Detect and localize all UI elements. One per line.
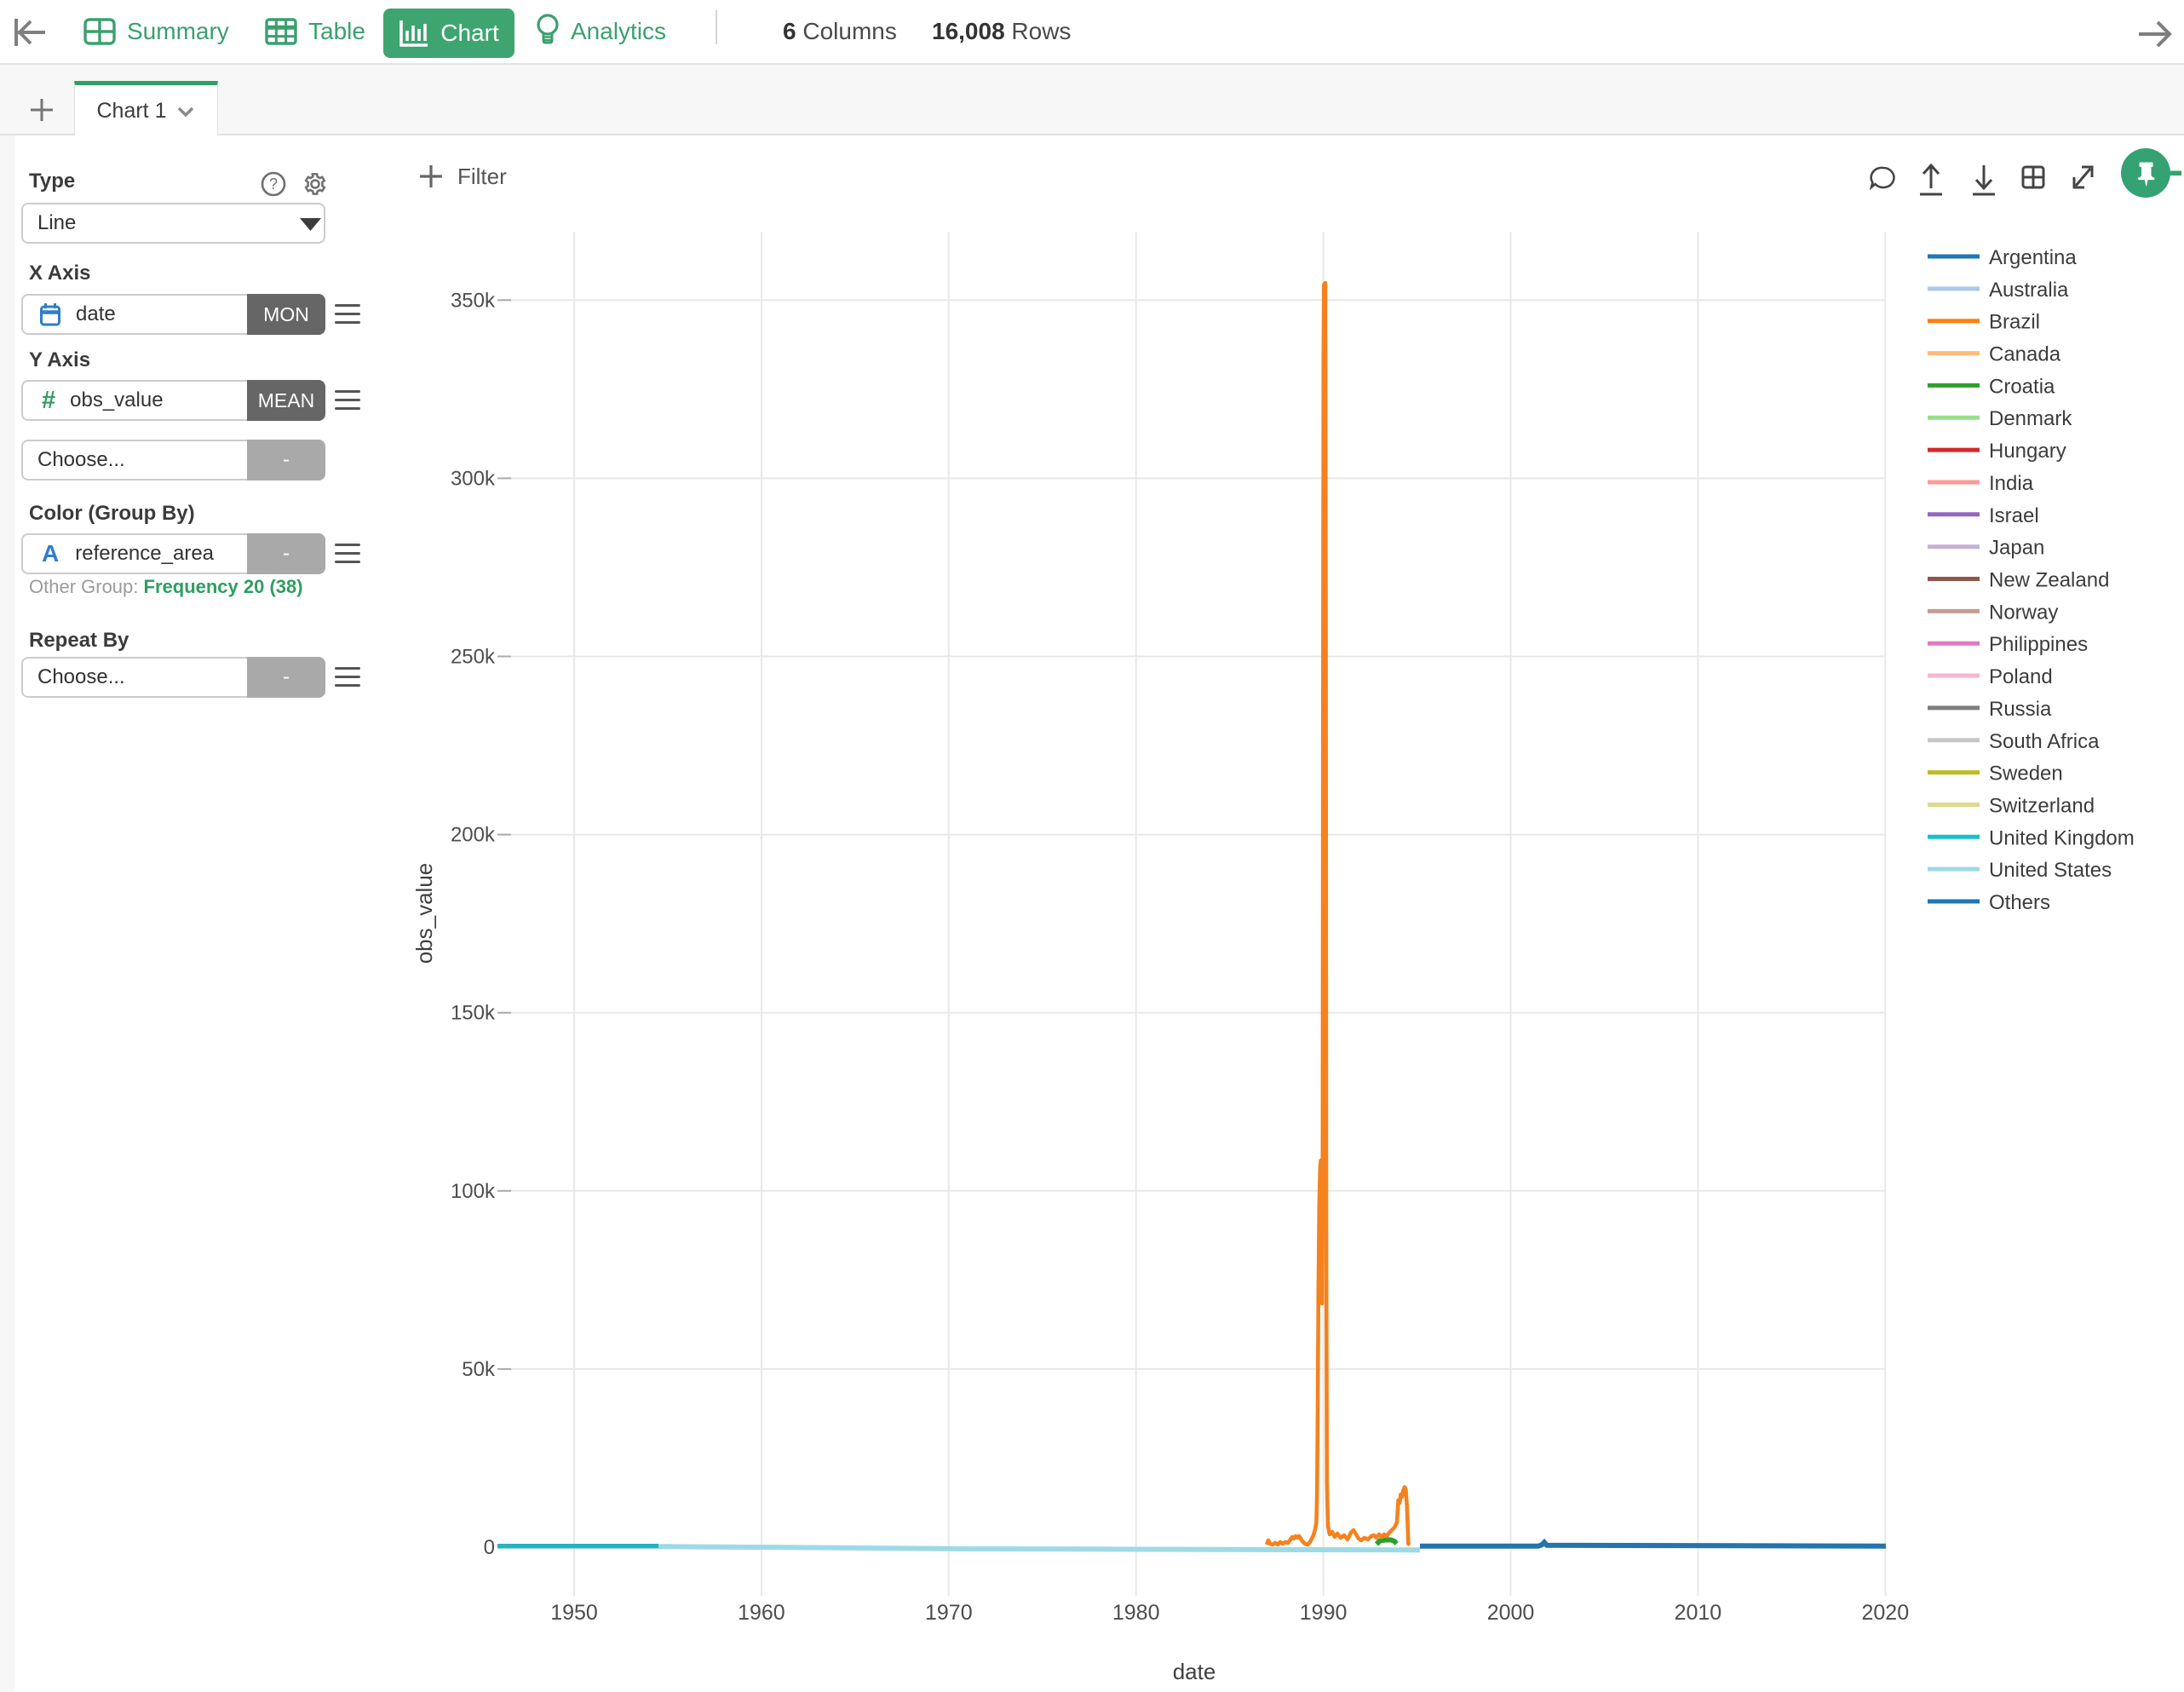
svg-text:2000: 2000 <box>1487 1601 1535 1625</box>
svg-text:Canada: Canada <box>1989 343 2061 366</box>
svg-text:50k: 50k <box>462 1358 496 1381</box>
svg-text:Hungary: Hungary <box>1989 440 2066 463</box>
svg-text:?: ? <box>269 176 278 193</box>
svg-text:2010: 2010 <box>1675 1601 1722 1625</box>
svg-text:100k: 100k <box>451 1180 496 1203</box>
svg-text:350k: 350k <box>451 289 496 312</box>
svg-text:Australia: Australia <box>1989 279 2069 302</box>
svg-text:300k: 300k <box>451 467 496 490</box>
svg-text:Switzerland: Switzerland <box>1989 795 2095 818</box>
svg-text:India: India <box>1989 472 2034 495</box>
svg-text:Poland: Poland <box>1989 665 2053 688</box>
svg-text:New Zealand: New Zealand <box>1989 569 2109 592</box>
svg-text:200k: 200k <box>451 824 496 847</box>
svg-text:Philippines: Philippines <box>1989 633 2088 656</box>
svg-text:South Africa: South Africa <box>1989 730 2100 753</box>
svg-text:1950: 1950 <box>550 1601 598 1625</box>
svg-text:1970: 1970 <box>925 1601 973 1625</box>
svg-text:2020: 2020 <box>1861 1601 1909 1625</box>
svg-text:date: date <box>1173 1659 1216 1684</box>
svg-text:United Kingdom: United Kingdom <box>1989 826 2135 849</box>
svg-text:1980: 1980 <box>1112 1601 1160 1625</box>
svg-text:Brazil: Brazil <box>1989 311 2040 334</box>
svg-text:Argentina: Argentina <box>1989 246 2077 269</box>
svg-text:United States: United States <box>1989 859 2112 882</box>
svg-text:Filter: Filter <box>457 164 507 189</box>
svg-text:150k: 150k <box>451 1002 496 1025</box>
svg-text:Denmark: Denmark <box>1989 407 2072 430</box>
svg-text:Sweden: Sweden <box>1989 763 2063 786</box>
svg-text:250k: 250k <box>451 646 496 669</box>
svg-text:Japan: Japan <box>1989 537 2044 560</box>
svg-text:obs_value: obs_value <box>411 863 437 964</box>
svg-text:Russia: Russia <box>1989 698 2052 721</box>
svg-text:Norway: Norway <box>1989 601 2058 624</box>
svg-text:1990: 1990 <box>1300 1601 1348 1625</box>
svg-text:1960: 1960 <box>738 1601 785 1625</box>
svg-text:Croatia: Croatia <box>1989 375 2055 398</box>
svg-text:Others: Others <box>1989 891 2050 914</box>
svg-text:0: 0 <box>484 1536 495 1559</box>
svg-text:Israel: Israel <box>1989 504 2039 527</box>
